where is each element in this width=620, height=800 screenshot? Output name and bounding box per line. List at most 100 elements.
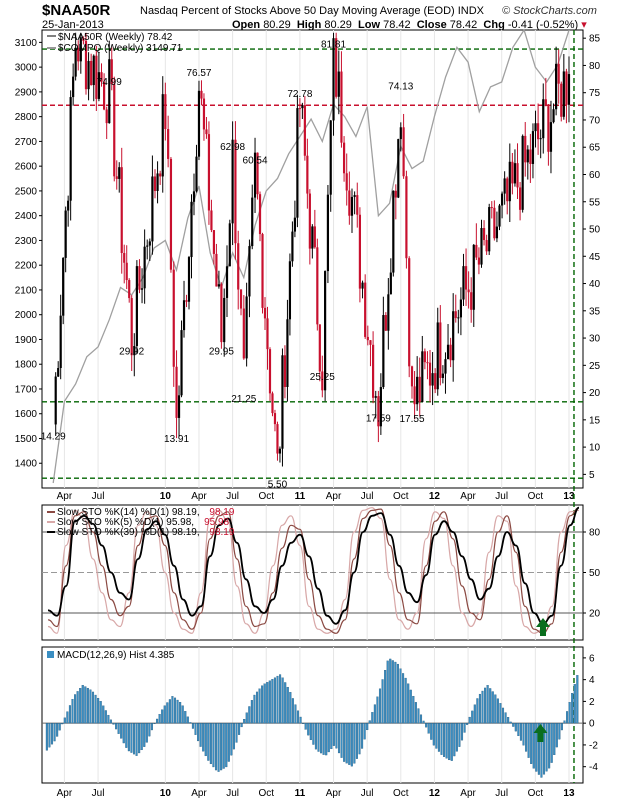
macd-hist-bar [86,687,89,724]
candle-body [217,284,221,287]
macd-hist-bar [450,723,453,761]
macd-hist-bar [245,712,248,724]
macd-hist-bar [112,723,115,725]
candle-body [74,47,77,77]
macd-hist-bar [535,723,538,772]
quote-date: 25-Jan-2013 [42,19,104,31]
macd-hist-bar [194,723,197,735]
date-tick-label: Oct [393,788,409,799]
macd-hist-bar [120,723,123,739]
date-tick-label: 13 [563,788,575,799]
macd-hist-bar [135,723,138,756]
candle-body [413,386,416,405]
macd-hist-bar [453,723,456,757]
macd-hist-bar [207,723,210,761]
candle-body [369,340,372,345]
candle-body [399,127,402,140]
left-tick-label: 1500 [15,434,38,445]
date-tick-label: Apr [57,788,73,799]
candle-body [462,266,465,300]
candle-body [202,98,206,130]
candle-body [549,122,553,152]
candle-body [441,373,444,378]
macd-hist-bar [81,685,84,724]
macd-hist-bar [514,723,517,732]
macd-hist-bar [204,723,207,757]
candle-body [477,257,481,265]
macd-hist-bar [463,723,466,733]
date-tick-label: 12 [429,788,441,799]
macd-hist-bar [268,680,271,724]
candle-body [358,214,362,289]
macd-hist-bar [553,723,556,756]
candle-body [459,299,463,318]
date-tick-label: Apr [191,788,207,799]
macd-hist-bar [266,682,269,724]
right-tick-label: 50 [589,225,601,236]
macd-hist-bar [345,723,348,764]
candle-body [379,387,382,427]
right-tick-label: 65 [589,143,601,154]
macd-hist-bar [391,660,394,724]
date-tick-label: Jul [92,788,105,799]
candle-body [64,210,67,258]
left-tick-label: 2300 [15,236,38,247]
right-tick-label: 25 [589,361,601,372]
candle-body [384,315,387,331]
macd-hist-bar [148,723,151,737]
candle-body [350,196,354,216]
macd-hist-bar [263,683,266,724]
candle-body [128,280,131,299]
candle-body [405,176,408,259]
pivot-value-label: 74.99 [97,77,122,88]
macd-hist-bar [276,675,279,724]
macd-hist-bar [243,719,246,724]
macd-hist-bar [302,723,305,724]
macd-tick-label: -2 [589,740,598,751]
macd-hist-bar [104,710,107,724]
candle-body [326,194,330,272]
candle-body [410,366,414,387]
candle-body [135,266,138,347]
candle-body [276,424,279,454]
macd-hist-bar [417,708,420,724]
macd-hist-bar [363,723,366,740]
candle-body [324,271,327,391]
macd-hist-bar [378,688,382,724]
macd-hist-bar [58,723,61,731]
pivot-value-label: 25.25 [310,372,335,383]
candle-body [467,289,470,293]
macd-hist-bar [440,723,443,755]
candle-body [175,366,178,418]
candle-body [187,257,191,302]
macd-hist-bar [471,710,474,724]
candle-body [215,253,218,287]
macd-hist-bar [358,723,361,755]
macd-hist-bar [158,714,161,724]
candle-body [205,129,208,135]
macd-hist-bar [171,696,174,724]
macd-hist-bar [89,689,92,724]
macd-hist-bar [389,658,392,724]
macd-hist-bar [350,723,353,767]
date-tick-label: 11 [295,491,306,502]
candle-body [207,134,211,211]
sto-line-1 [47,507,580,634]
high-label: High [296,19,322,31]
pivot-value-label: 17.55 [399,414,424,425]
macd-hist-bar [84,686,87,724]
candle-body [82,38,85,41]
candle-body [54,376,57,425]
candle-body [108,59,111,124]
candle-body [79,38,82,62]
macd-hist-bar [107,714,110,724]
candle-body [342,142,346,174]
candle-body [511,161,514,184]
macd-hist-bar [273,677,276,724]
candle-body [180,330,183,396]
macd-hist-bar [156,718,159,724]
date-tick-label: 10 [160,788,172,799]
macd-hist-bar [384,670,387,724]
candle-body [69,97,72,201]
candle-body [256,152,259,195]
